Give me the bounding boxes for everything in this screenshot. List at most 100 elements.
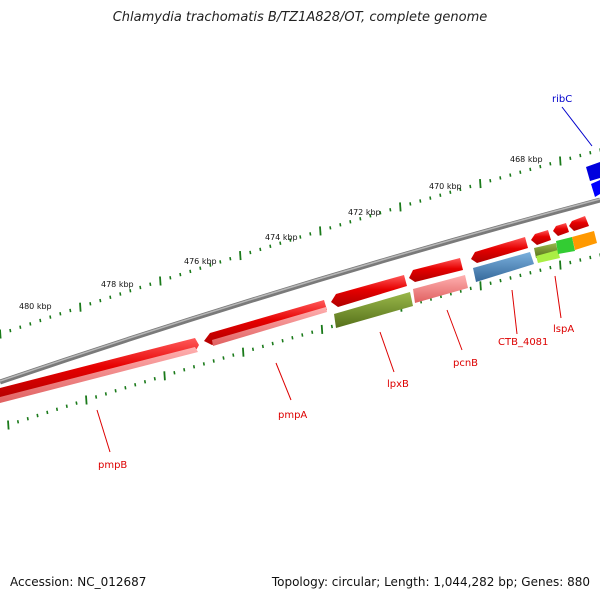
feature-lpxB[interactable] [334,292,413,328]
inner-scale-tick [36,413,39,418]
map-title: Chlamydia trachomatis B/TZ1A828/OT, comp… [112,10,488,25]
inner-scale-tick [291,336,294,340]
gene-label-pmpA[interactable]: pmpA [278,410,307,421]
outer-scale-tick [89,302,92,306]
inner-scale-tick [114,389,117,393]
feature-green[interactable] [556,237,575,254]
outer-scale-tick [159,276,162,286]
outer-scale-tick [0,329,2,339]
kbp-label-470: 470 kbp [429,182,462,191]
cds-block-pcnB-upper[interactable] [409,258,463,282]
inner-scale-tick [173,371,176,375]
outer-scale-tick [429,196,432,200]
inner-scale-tick [143,380,147,384]
kbp-label-478: 478 kbp [101,280,134,289]
outer-scale-tick [59,312,62,316]
gene-label-lspA[interactable]: lspA [553,324,574,335]
outer-scale-tick [199,266,202,270]
inner-scale-tick [509,276,512,280]
outer-scale-tick [319,226,322,236]
outer-scale-tick [369,214,372,218]
forward-cds-row [0,162,600,402]
outer-scale-tick [189,269,192,274]
outer-scale-tick [79,302,82,312]
inner-scale-tick [46,410,49,415]
inner-scale-tick [222,356,225,360]
outer-scale-tick [259,247,262,252]
outer-scale-tick [279,241,282,245]
outer-scale-tick [529,167,532,172]
outer-scale-tick [19,325,22,329]
outer-scale-tick [379,211,382,215]
inner-scale-tick [104,392,107,396]
outer-scale-tick [179,272,182,277]
cds-block-lspA-upper-1[interactable] [531,230,551,245]
outer-scale-tick [109,295,112,300]
outer-scale-tick [349,220,352,224]
inner-scale-tick [26,416,29,421]
gene-label-CTB_4081[interactable]: CTB_4081 [498,337,548,348]
outer-scale-tick [29,322,32,326]
inner-scale-tick [85,395,88,405]
outer-scale-tick [99,298,102,303]
outer-scale-tick [409,202,412,206]
outer-scale-tick [419,199,422,203]
cds-block-ribC[interactable] [586,162,600,181]
outer-scale-tick [589,150,592,155]
gene-label-lpxB[interactable]: lpxB [387,379,409,390]
inner-scale-tick [281,338,284,343]
outer-scale-tick [249,250,252,255]
outer-scale-tick [69,308,72,313]
cds-block-lspA-upper-2[interactable] [553,223,569,236]
inner-scale-tick [65,404,68,408]
inner-scale-tick [539,268,542,272]
inner-scale-tick [202,362,205,366]
gene-label-ribC[interactable]: ribC [552,94,572,105]
feature-CTB_4081[interactable] [473,252,534,282]
gene-labels: ribC pmpB pmpA lpxB pcnB CTB_4081 lspA [98,94,574,471]
cds-block-lpxB-upper[interactable] [331,275,407,307]
backbone-highlight [0,198,600,382]
inner-scale-tick [95,395,98,399]
cds-block-upper-3[interactable] [569,216,589,231]
genome-summary-text: Topology: circular; Length: 1,044,282 bp… [271,575,590,589]
gene-label-pmpB[interactable]: pmpB [98,460,127,471]
outer-scale-tick [309,232,312,236]
outer-scale-tick [139,285,142,290]
outer-scale-tick [49,315,52,319]
inner-scale-tick [16,420,20,424]
outer-scale-tick [539,164,542,169]
inner-scale-tick [549,265,552,270]
cds-block-CTB_4081-upper[interactable] [471,237,528,263]
outer-scale-tick [499,176,502,180]
outer-scale-tick [469,184,472,189]
cds-block-ribC-2[interactable] [591,180,600,197]
inner-scale-tick [589,255,592,260]
outer-scale-tick [229,256,232,261]
outer-scale-tick [169,276,172,280]
outer-scale-tick [209,263,212,267]
outer-scale-tick [119,292,122,296]
kbp-label-474: 474 kbp [265,233,298,242]
outer-scale-tick [219,260,222,264]
inner-scale-tick [163,371,166,381]
outer-scale-tick [549,162,552,166]
inner-scale-tick [134,383,137,387]
gene-label-pcnB[interactable]: pcnB [453,358,478,369]
feature-pcnB[interactable] [413,275,468,303]
inner-scale-tick [251,347,255,352]
outer-scale-tick [239,251,242,261]
outer-scale-tick [389,208,392,212]
outer-scale-tick [399,202,402,212]
outer-scale-tick [569,156,572,161]
feature-orange[interactable] [572,231,597,250]
inner-scale-tick [311,330,314,334]
feature-lspA-lime[interactable] [536,250,560,263]
inner-scale-tick [124,386,127,390]
inner-scale-tick [559,260,562,270]
inner-scale-tick [55,407,59,412]
outer-scale-tick [269,244,272,249]
outer-scale-tick [519,170,522,174]
inner-scale-tick [301,333,304,337]
